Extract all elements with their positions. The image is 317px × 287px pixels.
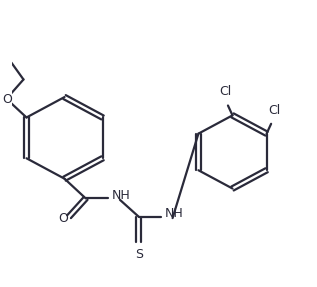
Text: Cl: Cl [268, 104, 280, 117]
Text: O: O [59, 212, 68, 225]
Text: S: S [135, 248, 143, 261]
Text: Cl: Cl [219, 86, 231, 98]
Text: NH: NH [165, 208, 183, 220]
Text: NH: NH [112, 189, 130, 202]
Text: O: O [2, 93, 12, 106]
